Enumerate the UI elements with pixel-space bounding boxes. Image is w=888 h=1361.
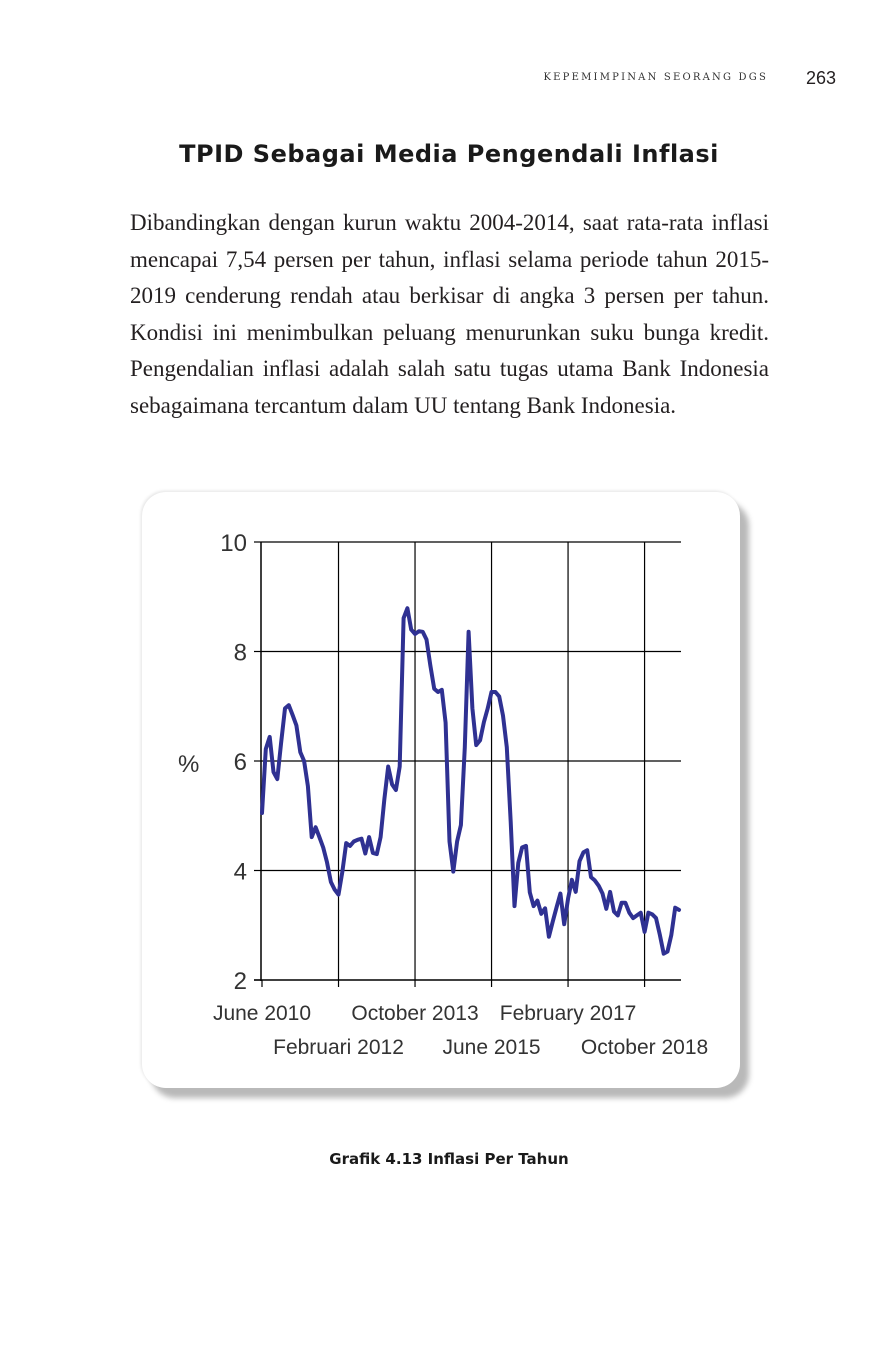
x-tick-label-4: February 2017 [500, 1002, 637, 1025]
page-number: 263 [805, 68, 836, 88]
y-tick-label-4: 4 [234, 859, 247, 886]
x-tick-label-1: Februari 2012 [273, 1036, 404, 1059]
x-tick-label-0: June 2010 [213, 1002, 311, 1025]
y-tick-label-10: 10 [220, 530, 247, 557]
chart-series [260, 606, 681, 956]
inflation-line-chart: 2 4 6 8 10 June 2010 Februari 2012 October 2013… [178, 530, 708, 1059]
running-head: KEPEMIMPINAN SEORANG DGS [543, 72, 768, 83]
y-tick-label-8: 8 [234, 640, 247, 667]
section-title: TPID Sebagai Media Pengendali Inflasi [179, 140, 719, 168]
y-tick-label-6: 6 [234, 749, 247, 776]
inflation-series-line [260, 606, 681, 956]
chart-card: 2 4 6 8 10 June 2010 Februari 2012 October 2013… [142, 492, 740, 1088]
x-tick-label-3: June 2015 [442, 1036, 540, 1059]
x-tick-label-5: October 2018 [581, 1036, 708, 1059]
y-tick-label-2: 2 [234, 968, 247, 995]
figure-caption: Grafik 4.13 Inflasi Per Tahun [329, 1150, 569, 1168]
chart-tick-labels: 2 4 6 8 10 June 2010 Februari 2012 October 2013… [213, 530, 708, 1059]
chart-axes [254, 541, 681, 987]
chart-grid [261, 541, 681, 980]
x-tick-label-2: October 2013 [351, 1002, 478, 1025]
y-axis-label: % [178, 751, 199, 778]
body-paragraph: Dibandingkan dengan kurun waktu 2004-201… [130, 210, 769, 418]
